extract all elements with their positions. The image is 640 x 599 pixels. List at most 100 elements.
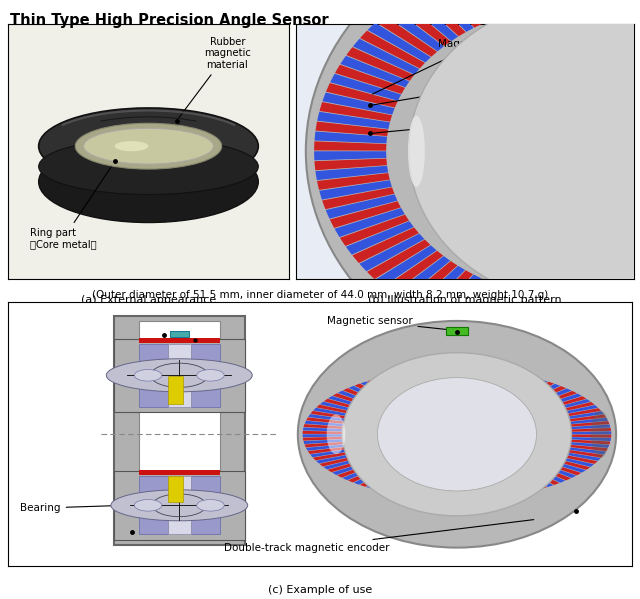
Wedge shape (322, 187, 394, 209)
Wedge shape (306, 418, 348, 424)
Circle shape (196, 370, 224, 381)
Wedge shape (303, 437, 344, 441)
Wedge shape (622, 0, 640, 7)
Text: Magnetic track: Magnetic track (372, 40, 515, 94)
Wedge shape (463, 482, 472, 500)
Text: (c) Example of use: (c) Example of use (268, 585, 372, 595)
Wedge shape (381, 376, 406, 393)
Wedge shape (303, 434, 344, 437)
Ellipse shape (111, 490, 248, 521)
Ellipse shape (38, 138, 259, 195)
Text: Thin Type High Precision Angle Sensor: Thin Type High Precision Angle Sensor (10, 13, 328, 28)
Wedge shape (593, 299, 608, 353)
Wedge shape (566, 418, 608, 424)
Wedge shape (486, 480, 504, 497)
Wedge shape (503, 477, 526, 494)
Wedge shape (561, 408, 601, 417)
Wedge shape (570, 428, 611, 432)
Wedge shape (388, 375, 411, 392)
Wedge shape (366, 473, 395, 489)
Ellipse shape (378, 377, 536, 491)
Wedge shape (621, 295, 640, 350)
Wedge shape (418, 371, 433, 388)
Wedge shape (568, 442, 609, 448)
Wedge shape (558, 405, 598, 415)
Wedge shape (367, 380, 396, 395)
Wedge shape (393, 256, 450, 301)
Ellipse shape (38, 108, 259, 184)
Wedge shape (308, 414, 349, 422)
Wedge shape (305, 420, 346, 426)
Wedge shape (349, 386, 381, 400)
Ellipse shape (306, 0, 640, 386)
Wedge shape (612, 297, 634, 352)
Bar (139, 338, 220, 343)
Bar (114, 316, 245, 545)
Wedge shape (541, 465, 576, 478)
Wedge shape (314, 159, 387, 170)
Wedge shape (319, 180, 392, 199)
Wedge shape (376, 15, 437, 57)
Wedge shape (481, 480, 496, 498)
Wedge shape (457, 482, 464, 500)
Wedge shape (509, 376, 534, 393)
Wedge shape (568, 421, 609, 427)
Wedge shape (630, 294, 640, 347)
Bar (139, 476, 168, 534)
Wedge shape (487, 371, 505, 389)
Wedge shape (481, 0, 516, 14)
Bar (114, 338, 245, 412)
Wedge shape (468, 482, 480, 499)
Wedge shape (564, 447, 606, 455)
Wedge shape (326, 83, 397, 108)
Wedge shape (303, 431, 344, 434)
Wedge shape (518, 295, 544, 350)
Bar (191, 344, 220, 407)
Ellipse shape (106, 359, 252, 392)
Wedge shape (602, 298, 621, 353)
Wedge shape (319, 102, 392, 122)
Wedge shape (612, 0, 636, 6)
Wedge shape (367, 23, 431, 62)
Text: Bearing: Bearing (20, 503, 124, 513)
Wedge shape (335, 65, 405, 94)
Text: Ring part
（Core metal）: Ring part （Core metal） (30, 164, 113, 249)
Wedge shape (497, 478, 519, 495)
Wedge shape (433, 482, 444, 499)
Wedge shape (518, 0, 545, 7)
Wedge shape (541, 391, 577, 404)
Wedge shape (316, 166, 388, 180)
Wedge shape (353, 39, 419, 74)
Wedge shape (330, 74, 401, 101)
Wedge shape (402, 479, 421, 496)
Wedge shape (340, 56, 410, 87)
Wedge shape (320, 402, 359, 412)
Wedge shape (492, 291, 525, 345)
Wedge shape (563, 412, 604, 419)
Wedge shape (394, 1, 451, 46)
Wedge shape (469, 0, 508, 17)
Wedge shape (303, 424, 346, 429)
Wedge shape (435, 0, 482, 28)
Wedge shape (566, 444, 608, 451)
Wedge shape (557, 0, 573, 4)
Bar (168, 376, 183, 404)
Wedge shape (316, 405, 356, 415)
Wedge shape (403, 372, 422, 389)
Wedge shape (340, 214, 409, 246)
Wedge shape (354, 470, 385, 485)
Wedge shape (313, 408, 354, 417)
Wedge shape (328, 460, 365, 472)
Wedge shape (394, 478, 416, 495)
Wedge shape (570, 435, 611, 438)
Wedge shape (328, 396, 365, 408)
Wedge shape (367, 240, 430, 279)
Wedge shape (433, 274, 481, 325)
Bar (168, 344, 191, 407)
Wedge shape (412, 266, 465, 313)
Wedge shape (475, 481, 488, 498)
Wedge shape (632, 0, 640, 10)
Wedge shape (463, 369, 473, 387)
Wedge shape (560, 452, 601, 461)
Wedge shape (505, 293, 534, 347)
